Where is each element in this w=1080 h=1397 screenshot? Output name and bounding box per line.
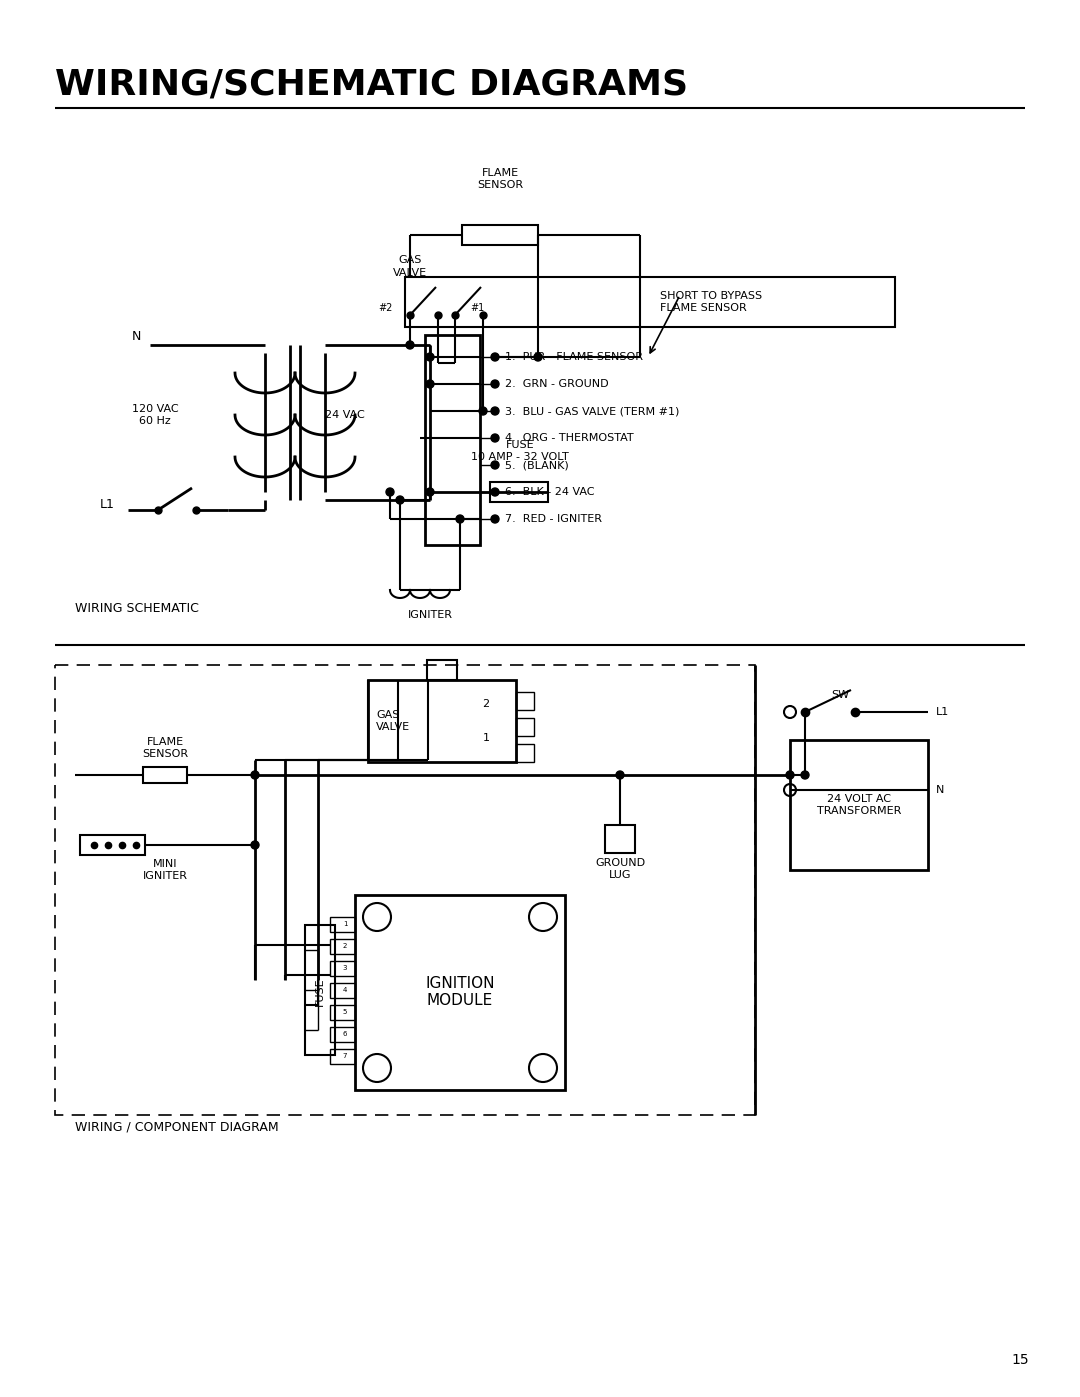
Text: 15: 15 — [1011, 1354, 1029, 1368]
Text: 5.  (BLANK): 5. (BLANK) — [505, 460, 569, 469]
Text: N: N — [132, 331, 141, 344]
Text: 1: 1 — [483, 733, 489, 743]
Text: #2: #2 — [379, 303, 393, 313]
Text: WIRING / COMPONENT DIAGRAM: WIRING / COMPONENT DIAGRAM — [75, 1120, 279, 1133]
Text: 6.  BLK - 24 VAC: 6. BLK - 24 VAC — [505, 488, 594, 497]
Bar — [462, 225, 538, 244]
Circle shape — [786, 771, 794, 780]
Text: GROUND
LUG: GROUND LUG — [595, 858, 645, 880]
Text: 7: 7 — [342, 1053, 348, 1059]
Circle shape — [534, 353, 542, 360]
Bar — [427, 659, 457, 680]
Text: 3: 3 — [342, 965, 348, 971]
Circle shape — [396, 496, 404, 504]
Text: GAS: GAS — [399, 256, 421, 265]
Circle shape — [386, 488, 394, 496]
Bar — [355, 895, 565, 1090]
Text: 24 VAC: 24 VAC — [325, 409, 365, 420]
Circle shape — [426, 380, 434, 388]
Bar — [516, 745, 534, 761]
Text: FUSE: FUSE — [315, 978, 325, 1006]
Text: 2: 2 — [483, 698, 489, 710]
Text: SW: SW — [831, 690, 849, 700]
Circle shape — [426, 353, 434, 360]
Bar — [405, 277, 895, 327]
Text: L1: L1 — [936, 707, 949, 717]
Text: 2: 2 — [342, 943, 347, 949]
Text: MINI
IGNITER: MINI IGNITER — [143, 859, 188, 880]
Text: 24 VOLT AC
TRANSFORMER: 24 VOLT AC TRANSFORMER — [816, 795, 901, 816]
Text: 1.  PUR - FLAME SENSOR: 1. PUR - FLAME SENSOR — [505, 352, 643, 362]
Text: 3.  BLU - GAS VALVE (TERM #1): 3. BLU - GAS VALVE (TERM #1) — [505, 407, 679, 416]
Circle shape — [491, 407, 499, 415]
Bar — [330, 1049, 355, 1065]
Text: FLAME
SENSOR: FLAME SENSOR — [141, 738, 188, 759]
Circle shape — [251, 841, 259, 849]
Circle shape — [801, 771, 809, 780]
Bar — [330, 961, 355, 977]
Text: FLAME
SENSOR: FLAME SENSOR — [477, 169, 523, 190]
Text: VALVE: VALVE — [393, 268, 427, 278]
Text: FUSE
10 AMP - 32 VOLT: FUSE 10 AMP - 32 VOLT — [471, 440, 569, 462]
Circle shape — [491, 353, 499, 360]
Text: IGNITER: IGNITER — [407, 610, 453, 620]
Text: WIRING/SCHEMATIC DIAGRAMS: WIRING/SCHEMATIC DIAGRAMS — [55, 68, 688, 102]
Text: #1: #1 — [470, 303, 484, 313]
Bar — [516, 692, 534, 710]
Bar — [143, 767, 187, 782]
Text: SHORT TO BYPASS
FLAME SENSOR: SHORT TO BYPASS FLAME SENSOR — [660, 291, 762, 313]
Text: WIRING SCHEMATIC: WIRING SCHEMATIC — [75, 602, 199, 615]
Text: 4: 4 — [342, 988, 347, 993]
Text: GAS
VALVE: GAS VALVE — [376, 710, 410, 732]
Circle shape — [491, 488, 499, 496]
Bar — [330, 983, 355, 997]
Circle shape — [456, 515, 464, 522]
Circle shape — [491, 434, 499, 441]
Text: 2.  GRN - GROUND: 2. GRN - GROUND — [505, 379, 609, 388]
Bar — [490, 482, 548, 502]
Bar — [368, 680, 516, 761]
Text: 1: 1 — [342, 921, 348, 928]
Circle shape — [251, 771, 259, 780]
Bar — [330, 939, 355, 954]
Bar — [789, 740, 928, 870]
Bar — [330, 1004, 355, 1020]
Circle shape — [426, 488, 434, 496]
Bar — [55, 665, 755, 1115]
Text: L1: L1 — [100, 499, 114, 511]
Circle shape — [491, 461, 499, 469]
Text: 5: 5 — [342, 1009, 347, 1016]
Bar — [330, 1027, 355, 1042]
Bar — [605, 826, 635, 854]
Text: IGNITION
MODULE: IGNITION MODULE — [426, 975, 495, 1009]
Circle shape — [406, 341, 414, 349]
Text: 6: 6 — [342, 1031, 348, 1037]
Text: 120 VAC
60 Hz: 120 VAC 60 Hz — [132, 404, 178, 426]
Text: N: N — [936, 785, 944, 795]
Circle shape — [480, 407, 487, 415]
Text: 4.  ORG - THERMOSTAT: 4. ORG - THERMOSTAT — [505, 433, 634, 443]
Circle shape — [616, 771, 624, 780]
Circle shape — [491, 380, 499, 388]
Bar — [330, 916, 355, 932]
Bar — [305, 925, 335, 1055]
Bar — [516, 718, 534, 736]
Circle shape — [491, 515, 499, 522]
Bar — [426, 335, 480, 545]
Bar — [80, 835, 145, 855]
Text: 7.  RED - IGNITER: 7. RED - IGNITER — [505, 514, 602, 524]
